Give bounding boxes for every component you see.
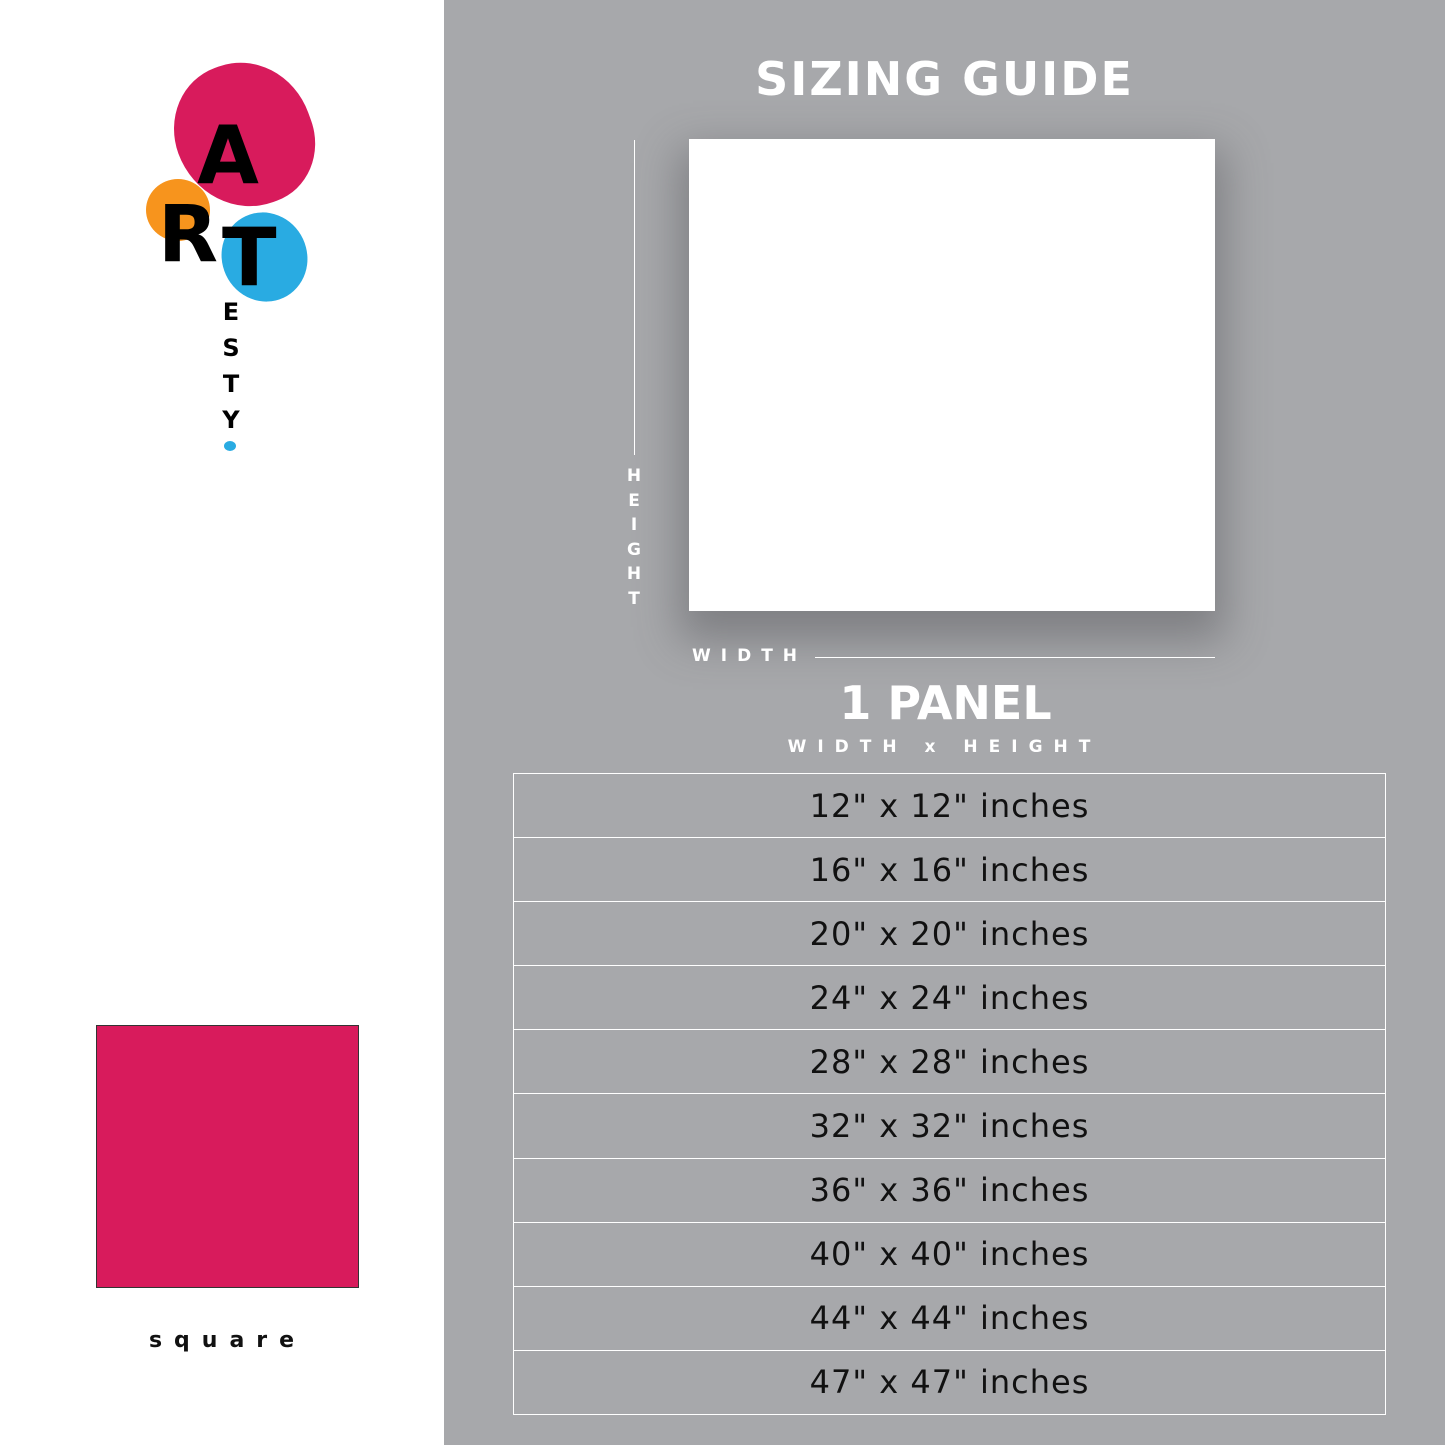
height-letter: G xyxy=(627,539,641,560)
size-row: 44" x 44" inches xyxy=(514,1287,1385,1351)
width-line xyxy=(815,657,1215,658)
logo-letter-e: E xyxy=(222,298,240,326)
height-letter: T xyxy=(628,588,640,609)
logo-letter-y: Y xyxy=(222,406,240,434)
logo-letter-a: A xyxy=(197,109,259,202)
size-row: 24" x 24" inches xyxy=(514,966,1385,1031)
page-title: SIZING GUIDE xyxy=(755,52,1134,106)
logo-dot xyxy=(224,441,236,451)
logo-letter-t2: T xyxy=(222,370,240,398)
size-row: 47" x 47" inches xyxy=(514,1351,1385,1415)
canvas-preview xyxy=(689,139,1215,611)
panel-title: 1 PANEL xyxy=(839,676,1052,730)
width-label: WIDTH xyxy=(692,646,808,666)
size-row: 12" x 12" inches xyxy=(514,774,1385,839)
size-row: 36" x 36" inches xyxy=(514,1159,1385,1223)
size-row: 16" x 16" inches xyxy=(514,838,1385,903)
height-letter: H xyxy=(626,466,642,486)
panel-subtitle: WIDTH x HEIGHT xyxy=(787,737,1102,757)
shape-label: square xyxy=(148,1328,307,1353)
size-row: 20" x 20" inches xyxy=(514,902,1385,967)
size-row: 28" x 28" inches xyxy=(514,1030,1385,1095)
height-line xyxy=(634,140,635,455)
logo-letter-t: T xyxy=(222,211,277,304)
square-shape-swatch xyxy=(96,1025,359,1288)
brand-panel: A R T E S T Y square xyxy=(0,0,444,1445)
size-row: 40" x 40" inches xyxy=(514,1223,1385,1287)
height-label: H E I G H T xyxy=(624,464,644,611)
size-row: 32" x 32" inches xyxy=(514,1094,1385,1159)
height-letter: I xyxy=(630,515,638,535)
height-letter: H xyxy=(626,564,642,584)
height-letter: E xyxy=(628,490,640,511)
logo-letter-r: R xyxy=(158,190,219,280)
logo-letter-s: S xyxy=(222,334,240,362)
size-table: 12" x 12" inches 16" x 16" inches 20" x … xyxy=(513,773,1386,1415)
